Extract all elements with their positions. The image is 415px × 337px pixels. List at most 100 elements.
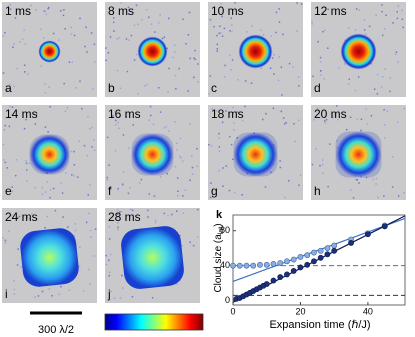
noise [165,125,167,128]
noise [60,10,62,12]
noise [34,186,37,189]
data-point [297,254,304,260]
noise [24,71,26,73]
noise [179,137,182,140]
noise [350,189,352,191]
noise [360,118,363,120]
noise [105,254,107,257]
noise [176,177,179,179]
noise [218,146,221,148]
panel-letter: k [216,209,223,221]
noise [12,46,14,48]
noise [270,35,272,37]
colorbar [104,313,204,331]
noise [355,8,358,10]
atom-cloud [335,131,382,178]
scale-bar-label: 300 λ/2 [38,324,74,336]
panel-letter: d [314,81,321,95]
noise [116,38,119,40]
noise [394,53,397,56]
data-point [257,261,263,268]
noise [338,67,340,70]
noise [9,88,11,90]
noise [172,56,174,59]
noise [386,110,388,112]
noise [10,214,12,217]
noise [143,85,146,87]
noise [215,110,218,112]
noise [260,67,262,70]
atom-cloud [137,36,168,67]
noise [43,10,46,12]
noise [194,58,196,61]
noise [105,263,108,266]
noise [90,236,92,238]
noise [154,221,157,224]
noise [377,196,379,199]
noise [20,266,22,268]
noise [112,17,115,19]
noise [181,245,183,247]
noise [109,186,112,189]
data-point [348,240,354,246]
noise [48,288,51,290]
noise [49,189,52,191]
noise [87,194,90,196]
noise [125,38,128,40]
noise [332,116,334,119]
noise [93,255,96,257]
atom-cloud [131,133,174,176]
data-point [263,281,270,287]
noise [229,30,231,32]
noise [356,118,359,120]
noise [34,296,36,298]
noise [17,248,19,250]
noise [117,121,119,124]
noise [151,296,154,299]
noise [269,67,272,70]
noise [185,43,187,45]
panel-letter: i [5,287,8,301]
atom-cloud [38,40,61,63]
noise [347,83,350,85]
data-point [250,262,257,269]
noise [108,259,110,262]
noise [321,159,324,161]
noise [4,239,7,242]
noise [9,8,12,10]
noise [222,185,224,187]
noise [396,17,399,20]
noise [241,119,244,122]
noise [250,82,253,85]
noise [3,129,6,131]
noise [118,37,120,39]
noise [108,164,110,166]
noise [89,283,91,285]
noise [284,196,286,199]
noise [110,253,112,256]
noise [293,123,295,125]
noise [52,32,55,35]
noise [182,18,184,21]
panel-letter: g [211,184,218,198]
noise [159,111,162,113]
noise [14,17,17,19]
time-label: 20 ms [314,107,347,121]
noise [218,137,220,139]
noise [355,178,358,181]
noise [182,212,185,214]
noise [324,29,326,32]
data-point [365,231,371,238]
noise [60,285,62,288]
noise [176,283,178,285]
noise [287,180,290,182]
noise [384,27,386,30]
noise [23,64,26,66]
noise [282,117,285,119]
noise [26,216,28,219]
noise [23,127,26,130]
noise [323,120,326,122]
noise [179,234,181,237]
noise [91,126,94,129]
